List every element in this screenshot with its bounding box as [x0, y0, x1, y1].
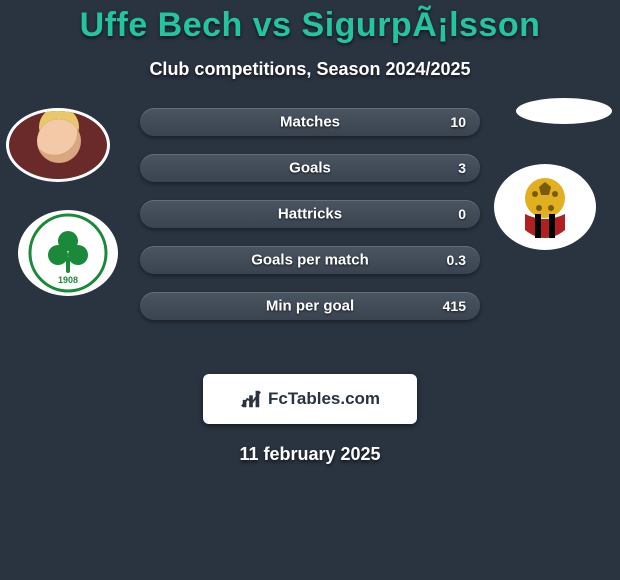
stat-row-gpm: Goals per match 0.3 [140, 246, 480, 274]
shield-ball-icon [502, 164, 588, 250]
bar-chart-icon [240, 388, 262, 410]
stat-value: 0.3 [447, 252, 466, 268]
subtitle: Club competitions, Season 2024/2025 [0, 59, 620, 80]
site-brand-text: FcTables.com [268, 389, 380, 409]
club-left-year: 1908 [58, 275, 78, 285]
stat-value: 10 [450, 114, 466, 130]
stat-label: Hattricks [278, 206, 342, 223]
stats-list: Matches 10 Goals 3 Hattricks 0 Goals per… [140, 108, 480, 338]
stat-label: Goals per match [251, 252, 369, 269]
player-left-photo [6, 108, 110, 182]
stat-row-matches: Matches 10 [140, 108, 480, 136]
club-left-logo: 1908 [18, 210, 118, 296]
comparison-card: Uffe Bech vs SigurpÃ¡lsson Club competit… [0, 0, 620, 580]
shamrock-icon: 1908 [28, 213, 108, 293]
site-brand-card[interactable]: FcTables.com [203, 374, 417, 424]
stat-label: Min per goal [266, 298, 354, 315]
stat-value: 415 [443, 298, 466, 314]
stat-value: 0 [458, 206, 466, 222]
stat-label: Goals [289, 160, 331, 177]
stat-row-hattricks: Hattricks 0 [140, 200, 480, 228]
comparison-body: 1908 Matches 10 Goals [0, 108, 620, 368]
stat-label: Matches [280, 114, 340, 131]
stat-row-goals: Goals 3 [140, 154, 480, 182]
stat-row-mpg: Min per goal 415 [140, 292, 480, 320]
player-right-photo [516, 98, 612, 124]
stat-value: 3 [458, 160, 466, 176]
page-title: Uffe Bech vs SigurpÃ¡lsson [0, 6, 620, 45]
club-right-logo [494, 164, 596, 250]
date-text: 11 february 2025 [0, 444, 620, 465]
